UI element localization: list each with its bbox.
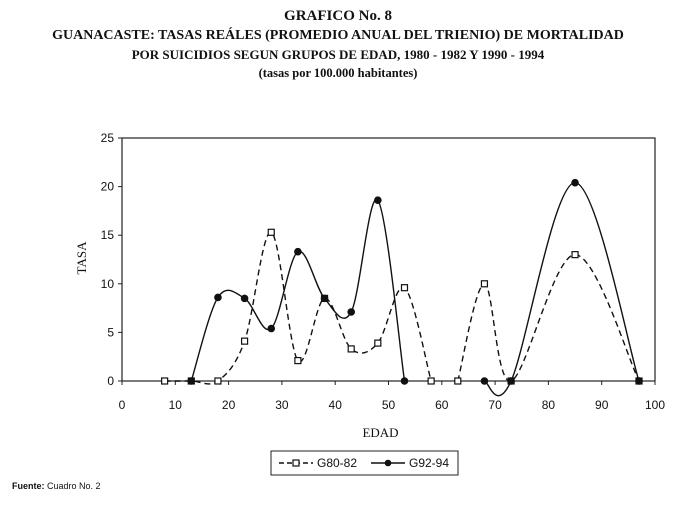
y-tick-label: 0 xyxy=(107,374,114,388)
data-point-g80-82 xyxy=(400,284,409,292)
data-point-g80-82 xyxy=(294,356,302,365)
data-point-g92-94 xyxy=(294,247,302,256)
y-tick-label: 10 xyxy=(101,277,115,291)
x-tick-label: 40 xyxy=(329,398,343,412)
x-tick-label: 90 xyxy=(595,398,609,412)
y-axis-label: TASA xyxy=(74,241,89,275)
data-point-g80-82 xyxy=(454,377,462,385)
y-tick-label: 25 xyxy=(101,131,115,145)
data-point-g80-82 xyxy=(480,280,489,288)
series-line-g92-94 xyxy=(484,181,640,397)
data-point-g92-94 xyxy=(571,178,579,187)
chart-title: GRAFICO No. 8 xyxy=(284,8,392,24)
x-tick-label: 100 xyxy=(645,398,665,412)
chart-titles: GRAFICO No. 8 GUANACASTE: TASAS REÁLES (… xyxy=(0,6,676,82)
data-point-g80-82 xyxy=(571,251,579,259)
legend-box xyxy=(270,450,459,476)
source-note: Fuente: Cuadro No. 2 xyxy=(12,481,101,491)
source-label: Fuente: xyxy=(12,481,45,491)
chart-subtitle-line2: POR SUICIDIOS SEGUN GRUPOS DE EDAD, 1980… xyxy=(131,47,545,62)
data-point-g92-94 xyxy=(347,308,355,316)
x-tick-label: 0 xyxy=(119,398,126,412)
x-tick-label: 50 xyxy=(382,398,396,412)
data-point-g92-94 xyxy=(320,294,329,303)
series-line-g92-94 xyxy=(190,198,406,382)
x-tick-label: 80 xyxy=(542,398,556,412)
legend-marker-g80-82 xyxy=(292,459,300,467)
x-tick-label: 70 xyxy=(488,398,502,412)
x-tick-label: 30 xyxy=(275,398,289,412)
x-tick-label: 20 xyxy=(222,398,236,412)
data-point-g80-82 xyxy=(347,345,355,353)
y-tick-label: 5 xyxy=(107,325,114,339)
series-line-g80-82 xyxy=(457,253,640,382)
data-point-g92-94 xyxy=(214,293,222,302)
x-tick-label: 60 xyxy=(435,398,449,412)
data-point-g80-82 xyxy=(161,377,169,385)
chart-subtitle-line1: GUANACASTE: TASAS REÁLES (PROMEDIO ANUAL… xyxy=(52,28,624,43)
data-point-g80-82 xyxy=(240,337,249,345)
data-point-g92-94 xyxy=(267,324,276,333)
chart-subtitle-line3: (tasas por 100.000 habitantes) xyxy=(258,66,418,80)
data-point-g92-94 xyxy=(400,377,409,385)
x-tick-label: 10 xyxy=(169,398,183,412)
legend-marker-g92-94 xyxy=(384,459,392,467)
data-point-g92-94 xyxy=(480,377,489,385)
y-tick-label: 15 xyxy=(101,228,115,242)
data-point-g80-82 xyxy=(267,228,275,236)
data-point-g80-82 xyxy=(374,339,382,347)
data-point-g92-94 xyxy=(635,377,643,385)
data-point-g92-94 xyxy=(187,377,196,385)
legend-label-g92-94: G92-94 xyxy=(409,456,449,470)
legend-label-g80-82: G80-82 xyxy=(317,456,357,470)
x-axis-label: EDAD xyxy=(362,425,398,440)
y-tick-label: 20 xyxy=(101,180,115,194)
data-point-g92-94 xyxy=(507,377,515,385)
source-text: Cuadro No. 2 xyxy=(47,481,101,491)
data-point-g80-82 xyxy=(214,377,222,385)
data-point-g92-94 xyxy=(240,294,249,303)
data-point-g92-94 xyxy=(374,196,382,205)
data-point-g80-82 xyxy=(427,377,435,385)
